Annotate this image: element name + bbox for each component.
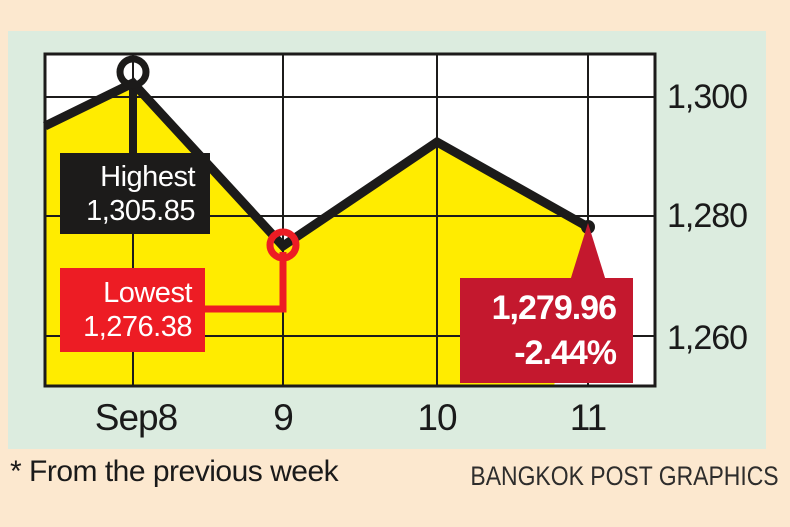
lowest-marker-ring — [266, 228, 300, 262]
plot-border — [43, 52, 657, 388]
y-tick-1300: 1,300 — [667, 78, 748, 116]
price-line — [43, 77, 591, 252]
callout-tail — [570, 223, 606, 281]
close-callout-box: 1,279.96 -2.44% — [460, 278, 633, 383]
y-tick-1260: 1,260 — [667, 319, 748, 357]
lowest-label: Lowest — [103, 277, 192, 309]
footnote: * From the previous week — [10, 455, 339, 488]
x-tick-sep8: Sep8 — [94, 397, 178, 438]
close-change: -2.44% — [514, 333, 617, 372]
x-tick-11: 11 — [569, 397, 607, 438]
close-value: 1,279.96 — [491, 288, 617, 327]
lowest-connector-line — [198, 252, 287, 313]
lowest-value: 1,276.38 — [83, 311, 192, 343]
y-tick-1280: 1,280 — [667, 197, 748, 235]
lowest-box: Lowest 1,276.38 — [60, 268, 205, 352]
highest-marker-ring — [116, 55, 150, 89]
x-tick-9: 9 — [273, 397, 294, 438]
highest-label: Highest — [100, 160, 195, 193]
credit: BANGKOK POST GRAPHICS — [470, 461, 779, 491]
highest-value: 1,305.85 — [86, 194, 195, 227]
highest-box: Highest 1,305.85 — [60, 153, 210, 234]
x-tick-10: 10 — [417, 397, 457, 438]
